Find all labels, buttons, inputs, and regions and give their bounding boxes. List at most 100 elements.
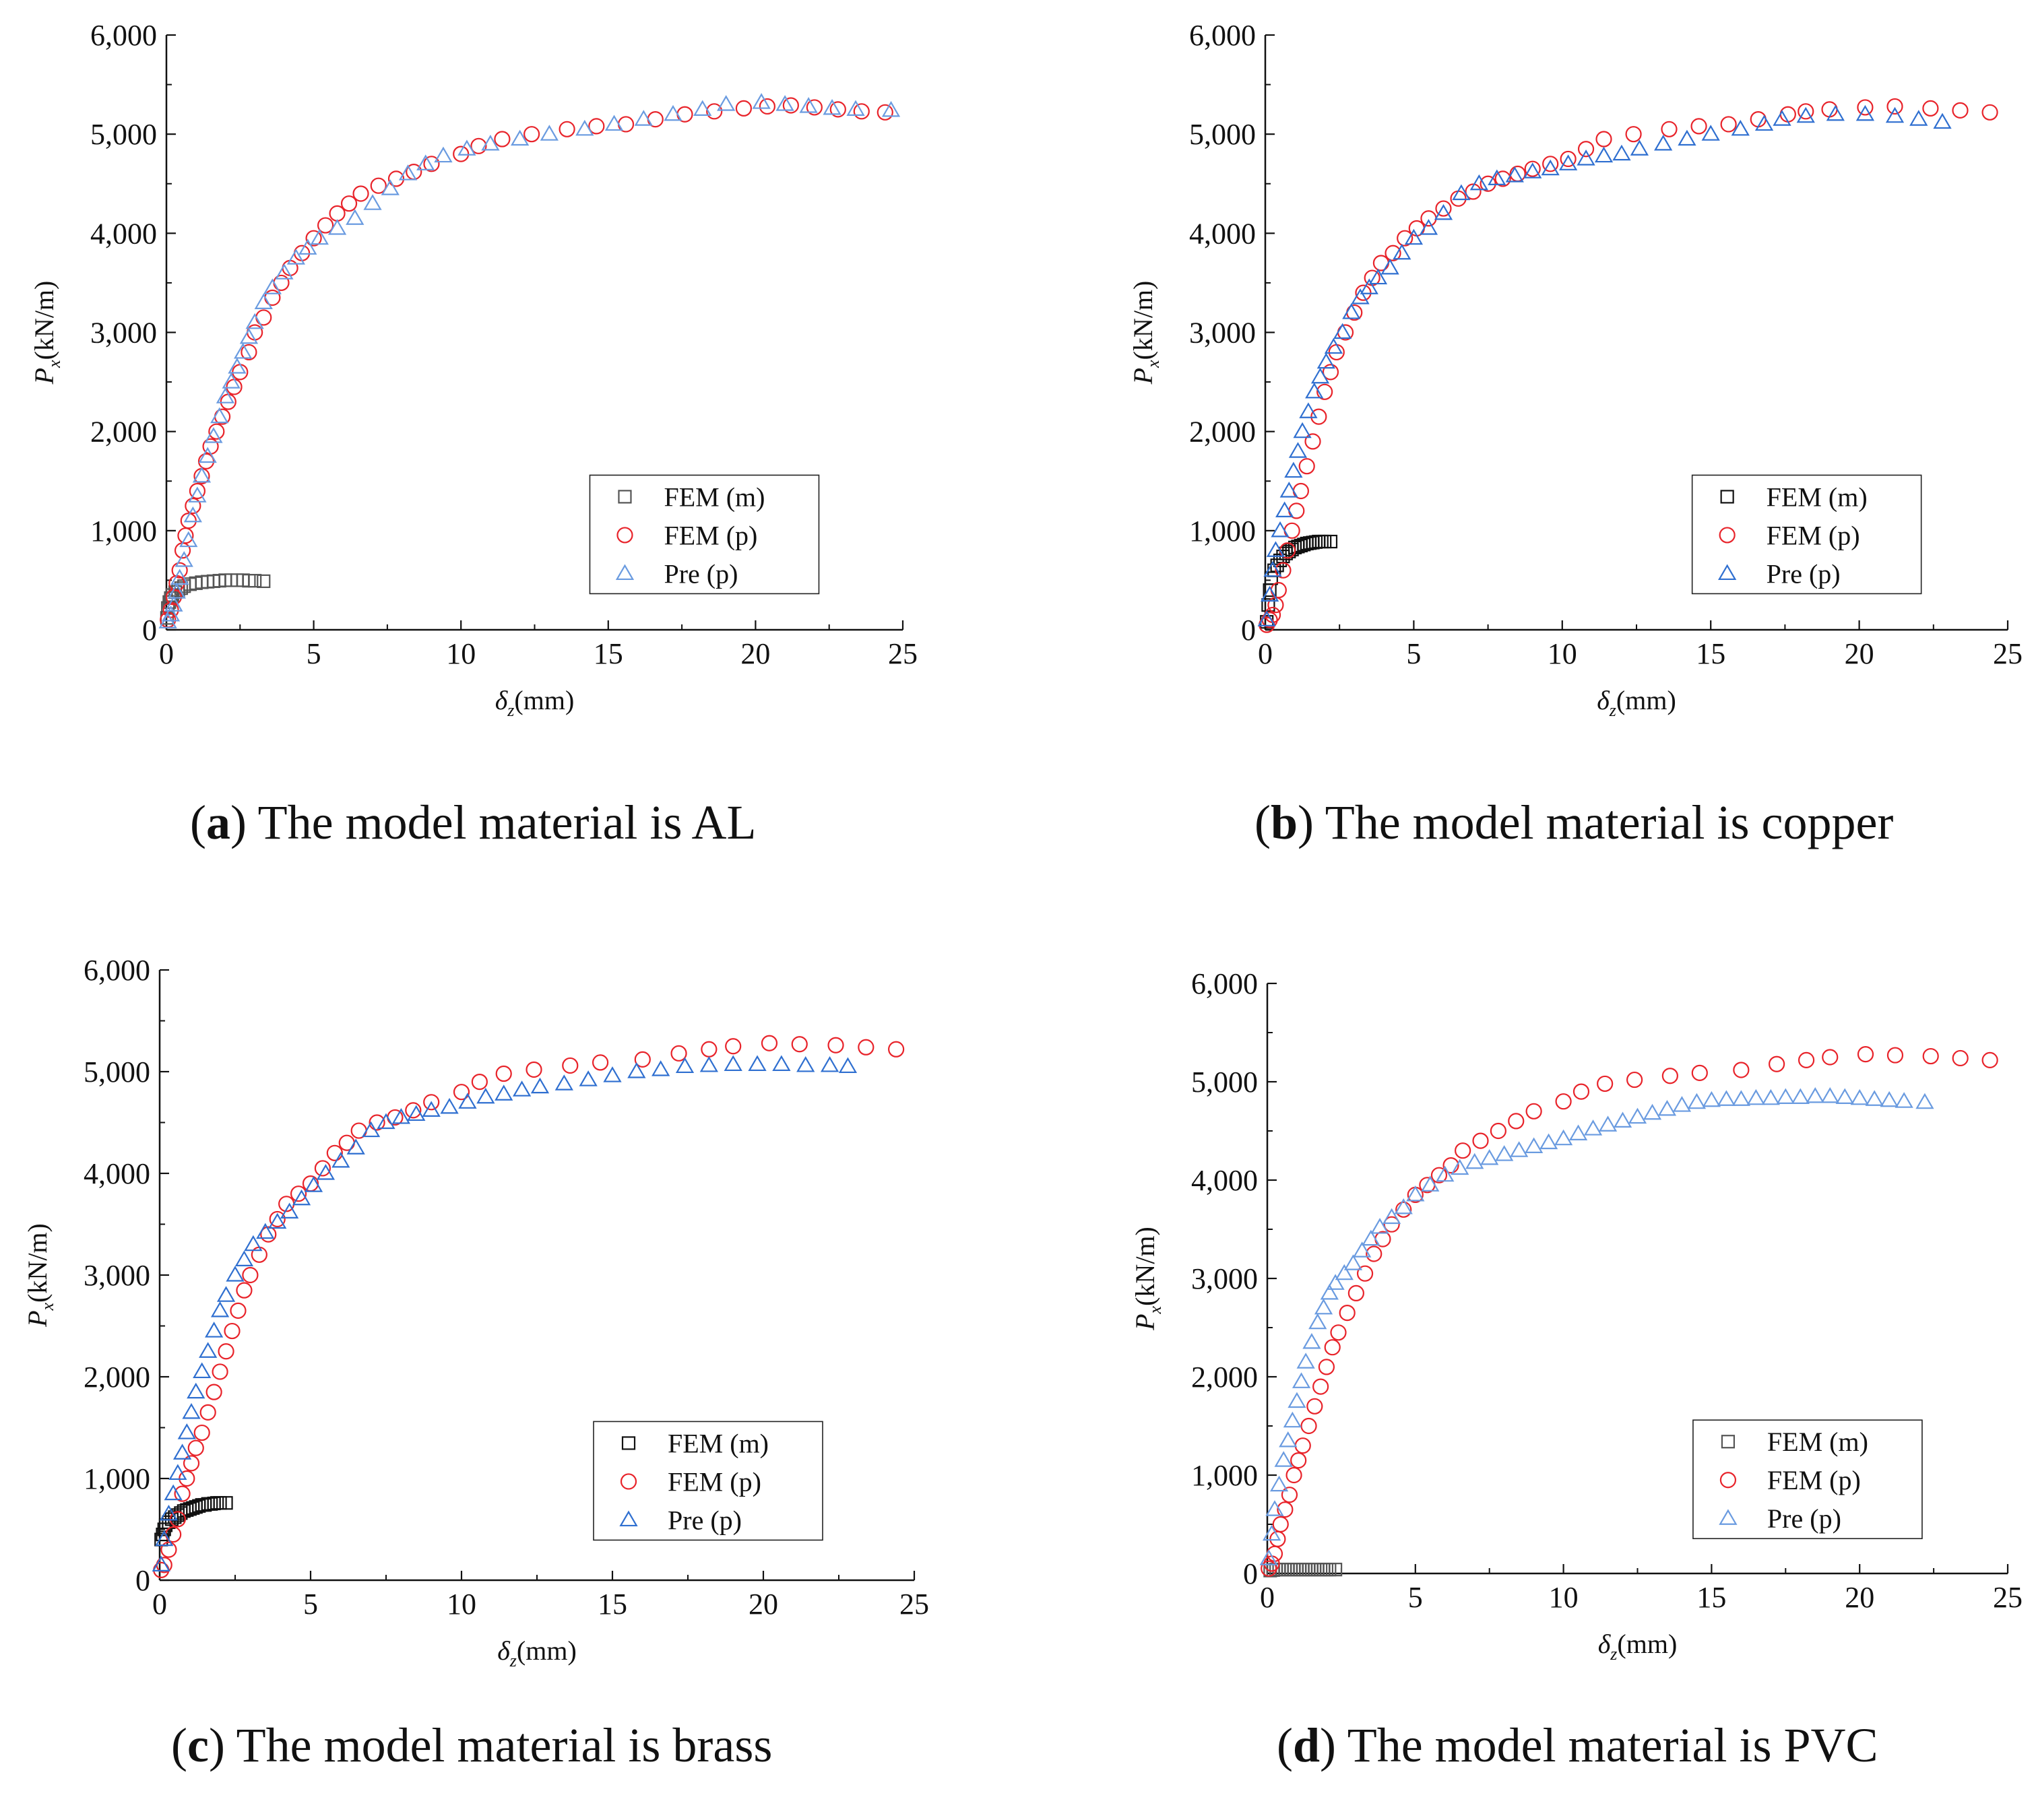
legend-marker-circle: [616, 527, 633, 544]
data-point: [244, 1235, 263, 1252]
data-point: [161, 606, 181, 622]
data-point: [627, 1062, 646, 1078]
data-point: [369, 1114, 385, 1131]
data-point: [294, 245, 311, 261]
data-point: [1436, 1165, 1455, 1182]
data-point: [422, 1101, 441, 1117]
x-tick-label: 15: [598, 1588, 627, 1621]
data-point: [1261, 1560, 1277, 1577]
data-point: [1806, 1086, 1824, 1103]
legend-marker-circle: [620, 1473, 637, 1490]
data-point: [298, 238, 317, 255]
data-point: [1776, 1088, 1795, 1104]
series-square: [160, 573, 271, 625]
data-point: [260, 1226, 277, 1243]
data-point: [1594, 146, 1614, 163]
legend-marker-triangle: [1718, 564, 1737, 581]
data-point: [416, 154, 435, 170]
data-point: [254, 293, 273, 309]
data-point: [1541, 159, 1560, 176]
data-point: [1299, 402, 1318, 418]
data-point: [1277, 1501, 1294, 1518]
data-point: [222, 372, 241, 389]
data-point: [204, 427, 223, 443]
data-point: [1654, 134, 1673, 151]
data-point: [405, 1102, 422, 1119]
data-point: [1264, 571, 1278, 585]
data-point: [434, 146, 453, 163]
data-point: [187, 1439, 204, 1456]
x-tick-label: 25: [1993, 1581, 2023, 1614]
y-axis-label: Px(kN/m): [22, 1223, 57, 1328]
data-point: [1298, 458, 1315, 475]
data-point: [1370, 1218, 1389, 1234]
data-point: [735, 100, 753, 117]
data-point: [796, 1056, 815, 1072]
data-point: [1310, 408, 1327, 425]
data-point: [1560, 150, 1577, 168]
y-tick-label: 6,000: [84, 954, 150, 987]
data-point: [197, 453, 215, 469]
legend: FEM (m) FEM (p) Pre (p): [1692, 1419, 1923, 1540]
data-point: [1310, 367, 1330, 384]
data-point: [1342, 303, 1361, 319]
data-point: [799, 97, 818, 113]
data-point: [1643, 1103, 1662, 1120]
data-point: [1922, 100, 1939, 117]
data-point: [1324, 1339, 1341, 1356]
data-point: [1383, 1208, 1401, 1225]
data-point: [208, 423, 225, 440]
data-point: [423, 1094, 440, 1111]
data-point: [286, 249, 305, 265]
chart-c: 0 5 10 15 20 25 0 1,000 2,000 3,000 4,000 5,000 6,00…: [22, 954, 929, 1670]
legend-label: Pre (p): [668, 1505, 742, 1535]
data-point: [1672, 1096, 1692, 1112]
caption-b: (b) The model material is copper: [1254, 795, 1894, 849]
data-point: [1406, 1185, 1425, 1202]
data-point: [1308, 1313, 1327, 1330]
data-point: [1266, 1545, 1283, 1562]
data-point: [512, 1080, 532, 1097]
x-tick-label: 25: [899, 1588, 929, 1621]
x-tick-label: 0: [1258, 637, 1273, 670]
data-point: [1909, 110, 1928, 126]
data-point: [1356, 1265, 1374, 1282]
x-tick-label: 20: [749, 1588, 778, 1621]
y-axis-label: Px(kN/m): [1130, 1227, 1165, 1331]
data-point: [1822, 1049, 1839, 1066]
data-point: [1271, 521, 1290, 538]
data-point: [1397, 230, 1413, 247]
data-point: [1320, 1283, 1339, 1300]
data-point: [1343, 1254, 1363, 1270]
data-point: [407, 1105, 426, 1122]
data-point: [239, 327, 259, 344]
data-point: [157, 1522, 171, 1536]
data-point: [1791, 1088, 1810, 1104]
data-point: [1469, 174, 1489, 191]
data-point: [1263, 560, 1282, 577]
data-point: [670, 1045, 687, 1062]
legend-marker-square: [1721, 1435, 1736, 1449]
data-point: [1773, 110, 1791, 126]
data-point: [1360, 278, 1378, 294]
data-point: [846, 100, 865, 116]
data-point: [174, 1485, 191, 1502]
data-point: [1554, 1129, 1573, 1146]
chart-a: 0 5 10 15 20 25 0 1,000 2,000 3,000 4,000 5,000 6,00…: [29, 19, 918, 720]
data-point: [167, 583, 186, 599]
data-point: [1451, 1159, 1469, 1175]
data-point: [523, 126, 540, 143]
legend-label: FEM (p): [1767, 1465, 1861, 1495]
data-point: [1542, 156, 1559, 172]
data-point: [1404, 228, 1424, 245]
data-point: [317, 217, 334, 234]
data-point: [1691, 1064, 1708, 1081]
data-point: [1318, 1359, 1335, 1375]
legend-box: [1692, 1419, 1923, 1540]
data-point: [664, 104, 682, 121]
data-point: [453, 1084, 470, 1101]
data-point: [1434, 203, 1453, 220]
data-point: [180, 513, 197, 529]
data-point: [234, 343, 253, 359]
